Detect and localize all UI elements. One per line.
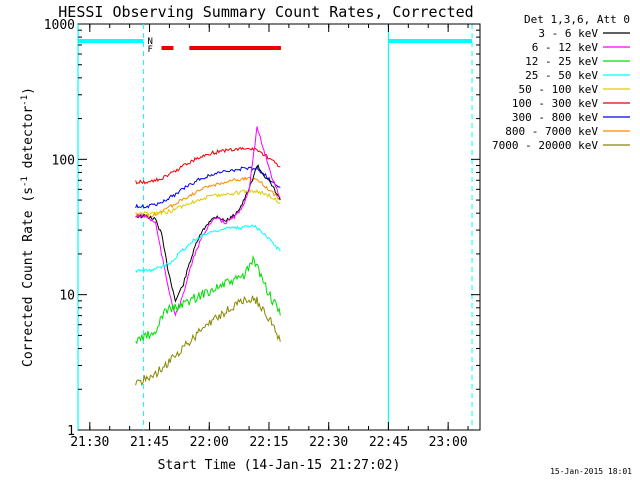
x-axis: 21:30 21:45 22:00 22:15 22:30 22:45 23:00 [70, 24, 469, 450]
legend-label: 6 - 12 keV [532, 41, 599, 54]
y-axis: 1 10 100 1000 [44, 18, 480, 439]
legend-label: 7000 - 20000 keV [492, 139, 598, 152]
night-flare-annotations [77, 24, 473, 430]
plot-area: N F [77, 23, 481, 431]
chart-title: HESSI Observing Summary Count Rates, Cor… [58, 3, 473, 21]
series-line [135, 176, 281, 219]
x-tick-label: 21:45 [130, 435, 169, 450]
y-tick-label: 1 [67, 424, 75, 439]
x-tick-label: 22:00 [190, 435, 229, 450]
flare-label: F [148, 45, 153, 55]
y-tick-label: 10 [59, 289, 75, 304]
y-axis-label: Corrected Count Rate (s-1 detector-1) [20, 87, 36, 367]
x-tick-label: 22:30 [309, 435, 348, 450]
series-line [135, 224, 281, 274]
series-line [135, 188, 281, 216]
series-line [135, 295, 281, 387]
series-line [135, 164, 281, 303]
y-tick-label: 1000 [44, 18, 75, 33]
x-tick-label: 22:15 [249, 435, 288, 450]
y-tick-label: 100 [52, 153, 75, 168]
series-line [135, 254, 281, 345]
x-tick-label: 21:30 [70, 435, 109, 450]
legend-label: 50 - 100 keV [519, 83, 599, 96]
legend-title: Det 1,3,6, Att 0 [524, 13, 630, 26]
legend-label: 300 - 800 keV [512, 111, 598, 124]
legend-label: 100 - 300 keV [512, 97, 598, 110]
x-tick-label: 23:00 [429, 435, 468, 450]
timestamp: 15-Jan-2015 18:01 [550, 467, 632, 476]
legend-label: 800 - 7000 keV [505, 125, 598, 138]
legend-label: 3 - 6 keV [538, 27, 598, 40]
series-line [135, 146, 281, 185]
plot-frame [77, 23, 481, 431]
series-line [135, 126, 281, 317]
x-tick-label: 22:45 [369, 435, 408, 450]
legend-label: 12 - 25 keV [525, 55, 598, 68]
series-lines [135, 126, 281, 387]
x-axis-label: Start Time (14-Jan-15 21:27:02) [158, 458, 401, 473]
legend-label: 25 - 50 keV [525, 69, 598, 82]
night-label: N [148, 37, 153, 47]
